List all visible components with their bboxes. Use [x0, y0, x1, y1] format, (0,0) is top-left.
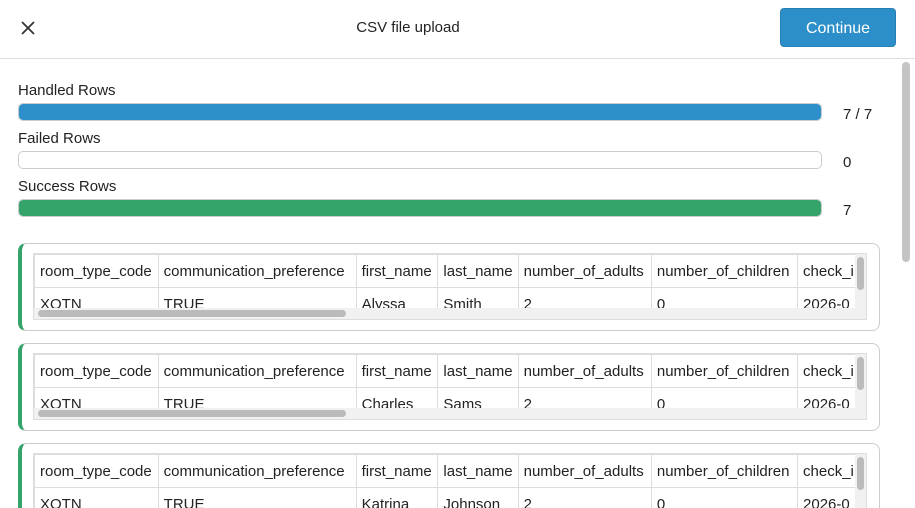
header-row: room_type_code communication_preference fi…: [34, 354, 866, 388]
column-header: last_name: [437, 254, 519, 288]
column-header: communication_preference: [157, 454, 357, 488]
progress-value: 7 / 7: [843, 106, 873, 123]
cell: 2026-0: [797, 487, 866, 508]
progress-fill: [19, 200, 821, 216]
data-row: XOTN TRUE Katrina Johnson 2 0 2026-0: [34, 487, 866, 508]
table-container: room_type_code communication_preference fi…: [33, 453, 867, 508]
header-row: room_type_code communication_preference fi…: [34, 454, 866, 488]
cell: 2: [517, 487, 652, 508]
scroll-thumb[interactable]: [38, 410, 346, 417]
continue-button[interactable]: Continue: [780, 8, 896, 47]
column-header: check_i: [797, 454, 866, 488]
scroll-thumb[interactable]: [857, 257, 864, 290]
close-button[interactable]: [19, 19, 37, 37]
data-table: room_type_code communication_preference fi…: [34, 454, 866, 508]
column-header: last_name: [437, 454, 519, 488]
header: CSV file upload Continue: [0, 0, 915, 59]
table-container: room_type_code communication_preference fi…: [33, 253, 867, 320]
vertical-scrollbar[interactable]: [855, 254, 866, 310]
column-header: number_of_children: [650, 454, 799, 488]
column-header: first_name: [355, 354, 439, 388]
header-row: room_type_code communication_preference fi…: [34, 254, 866, 288]
page-scrollbar[interactable]: [902, 62, 910, 262]
column-header: number_of_children: [650, 254, 799, 288]
column-header: number_of_children: [650, 354, 799, 388]
cell: Katrina: [355, 487, 439, 508]
progress-track: [18, 151, 822, 169]
data-table: room_type_code communication_preference fi…: [34, 354, 866, 419]
cell: Johnson: [437, 487, 519, 508]
progress-value: 7: [843, 202, 852, 219]
horizontal-scrollbar[interactable]: [34, 308, 866, 319]
progress-track: [18, 199, 822, 217]
column-header: first_name: [355, 254, 439, 288]
result-card: room_type_code communication_preference fi…: [18, 343, 880, 431]
cell: 0: [650, 487, 799, 508]
scroll-thumb[interactable]: [857, 457, 864, 490]
column-header: room_type_code: [34, 254, 159, 288]
column-header: number_of_adults: [517, 254, 652, 288]
progress-track: [18, 103, 822, 121]
column-header: room_type_code: [34, 454, 159, 488]
column-header: room_type_code: [34, 354, 159, 388]
result-card: room_type_code communication_preference fi…: [18, 243, 880, 331]
result-card: room_type_code communication_preference fi…: [18, 443, 880, 508]
column-header: number_of_adults: [517, 454, 652, 488]
column-header: first_name: [355, 454, 439, 488]
horizontal-scrollbar[interactable]: [34, 408, 866, 419]
progress-label: Handled Rows: [18, 82, 116, 99]
column-header: check_i: [797, 354, 866, 388]
column-header: communication_preference: [157, 254, 357, 288]
cell: XOTN: [34, 487, 159, 508]
cell: TRUE: [157, 487, 357, 508]
scroll-thumb[interactable]: [38, 310, 346, 317]
progress-fill: [19, 104, 821, 120]
column-header: number_of_adults: [517, 354, 652, 388]
progress-value: 0: [843, 154, 852, 171]
column-header: last_name: [437, 354, 519, 388]
vertical-scrollbar[interactable]: [855, 454, 866, 508]
progress-label: Failed Rows: [18, 130, 101, 147]
table-container: room_type_code communication_preference fi…: [33, 353, 867, 420]
progress-label: Success Rows: [18, 178, 117, 195]
dialog-title: CSV file upload: [356, 19, 460, 36]
vertical-scrollbar[interactable]: [855, 354, 866, 410]
column-header: communication_preference: [157, 354, 357, 388]
scroll-thumb[interactable]: [857, 357, 864, 390]
